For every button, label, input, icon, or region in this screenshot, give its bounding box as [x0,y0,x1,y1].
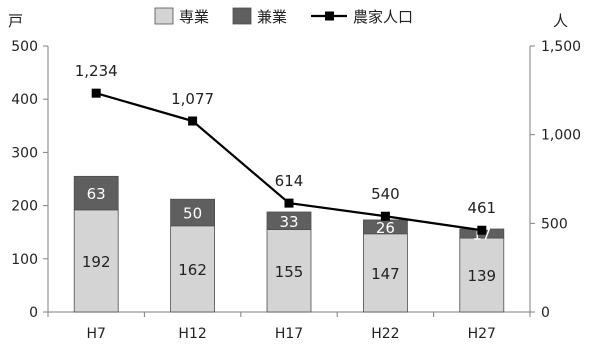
left-axis-tick-label: 0 [29,305,38,321]
right-axis-tick-label: 1,500 [541,39,581,55]
bar-data-label: 155 [275,263,304,281]
legend-swatch [154,7,174,25]
line-population [95,92,482,232]
bar-data-label: 33 [279,213,298,231]
x-axis-category-label: H22 [371,326,399,342]
bar-data-label: 162 [178,261,207,279]
line-data-label: 1,077 [171,90,214,108]
right-axis-tick-label: 500 [541,216,568,232]
line-point-marker [188,116,198,126]
x-axis-category-label: H27 [468,326,496,342]
bar-data-label: 192 [82,253,111,271]
right-axis-unit: 人 [553,12,568,30]
bar-senngyo [266,229,312,313]
legend-label: 農家人口 [353,8,413,26]
bar-kengyo [266,211,312,230]
left-axis-tick-label: 200 [11,199,38,215]
line-data-label: 540 [371,185,400,203]
line-point-marker [91,88,101,98]
bar-kengyo [73,175,119,211]
line-data-label: 461 [467,199,496,217]
bar-data-label: 26 [376,219,395,237]
legend-swatch [232,7,252,25]
line-data-label: 1,234 [75,62,118,80]
left-axis-tick-label: 500 [11,39,38,55]
legend-marker [325,11,334,21]
right-axis-tick-label: 1,000 [541,128,581,144]
bar-data-label: 63 [87,185,106,203]
bar-kengyo [170,198,216,227]
left-axis-unit: 戸 [8,12,23,30]
right-axis-tick-label: 0 [541,305,550,321]
left-axis-tick-label: 100 [11,252,38,268]
line-point-marker [380,211,390,221]
bar-senngyo [170,225,216,313]
left-axis-tick-label: 300 [11,145,38,161]
bar-data-label: 147 [371,265,400,283]
bar-data-label: 139 [467,267,496,285]
bar-senngyo [459,237,505,313]
bar-data-label: 50 [183,205,202,223]
x-axis-category-label: H12 [178,326,206,342]
legend-label: 専業 [179,8,209,26]
line-point-marker [284,198,294,208]
line-point-marker [477,225,487,235]
bar-senngyo [362,233,408,313]
legend-label: 兼業 [257,8,287,26]
left-axis-tick-label: 400 [11,92,38,108]
x-axis-category-label: H7 [86,326,105,342]
line-data-label: 614 [275,172,304,190]
x-axis-category-label: H17 [275,326,303,342]
